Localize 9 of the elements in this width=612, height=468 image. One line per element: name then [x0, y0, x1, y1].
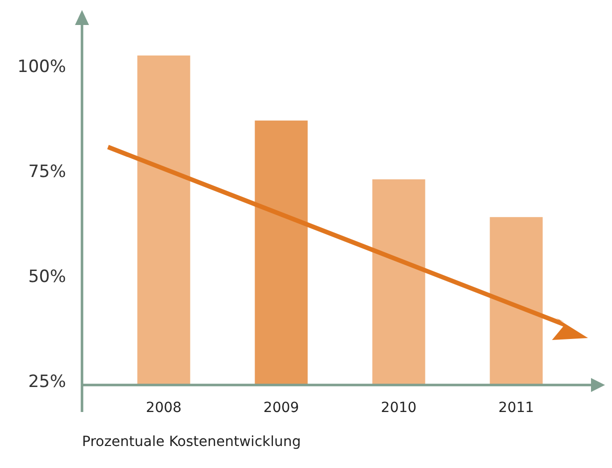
y-tick-label: 50%	[28, 266, 66, 287]
x-axis-title: Prozentuale Kostenentwicklung	[82, 434, 301, 450]
x-tick-label: 2010	[380, 400, 417, 416]
x-tick-label: 2011	[498, 400, 534, 416]
y-tick-label: 75%	[28, 162, 66, 182]
x-tick-label: 2008	[146, 400, 182, 416]
y-tick-label: 100%	[17, 56, 66, 77]
x-tick-label: 2009	[263, 400, 300, 416]
y-tick-label: 25%	[28, 372, 66, 392]
